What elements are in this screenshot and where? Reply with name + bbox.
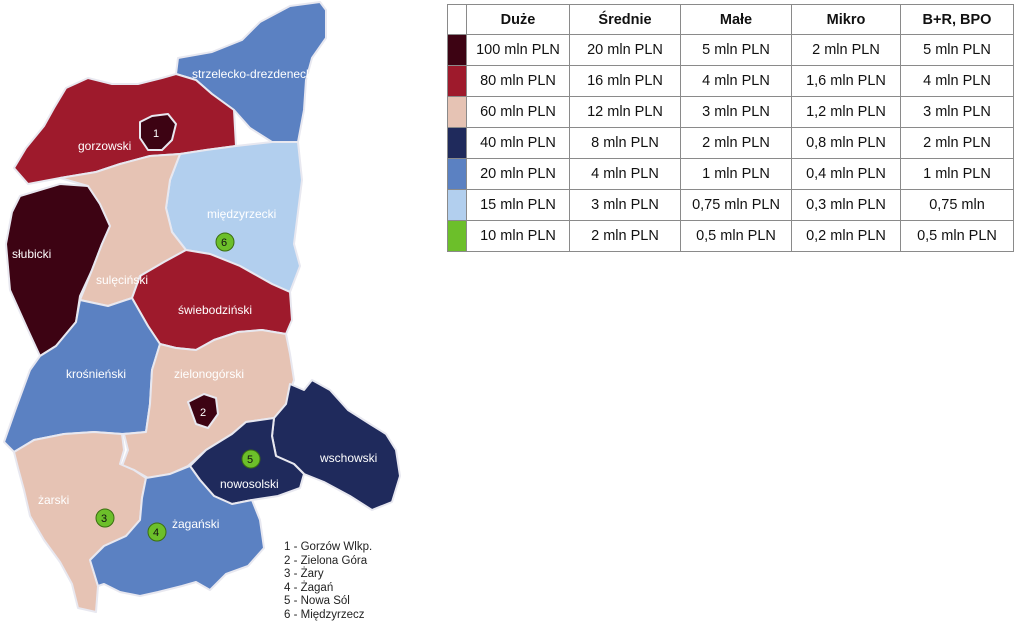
legend-row: 60 mln PLN 12 mln PLN 3 mln PLN 1,2 mln … (447, 96, 1014, 128)
legend-row: 100 mln PLN 20 mln PLN 5 mln PLN 2 mln P… (447, 34, 1014, 66)
legend-swatch (447, 127, 467, 159)
county-label: sulęciński (96, 273, 148, 287)
voivodeship-map: strzelecko-drezdenecki gorzowski międzyr… (3, 1, 401, 613)
legend-cell: 0,4 mln PLN (791, 158, 901, 190)
legend-cell: 0,5 mln PLN (900, 220, 1014, 252)
city-marker-zielona-gora: 2 (200, 407, 206, 419)
legend-cell: 60 mln PLN (466, 96, 570, 128)
legend-cell: 3 mln PLN (569, 189, 681, 221)
legend-cell: 80 mln PLN (466, 65, 570, 97)
legend-cell: 0,75 mln PLN (680, 189, 792, 221)
county-label: krośnieński (66, 367, 126, 381)
city-key-item: 2 - Zielona Góra (284, 554, 368, 567)
legend-row: 15 mln PLN 3 mln PLN 0,75 mln PLN 0,3 ml… (447, 189, 1014, 221)
legend-cell: 1,6 mln PLN (791, 65, 901, 97)
county-label: zielonogórski (174, 367, 244, 381)
county-label: gorzowski (78, 139, 131, 153)
city-key-item: 3 - Żary (284, 568, 324, 581)
county-regions (3, 1, 401, 613)
city-marker-nowa-sol (241, 449, 261, 469)
city-marker-gorzow: 1 (153, 128, 159, 140)
legend-cell: 3 mln PLN (680, 96, 792, 128)
city-marker-zary (95, 508, 115, 528)
county-label: żagański (172, 517, 219, 531)
city-regions (139, 113, 219, 429)
city-marker-nowa-sol-number: 5 (247, 454, 253, 466)
legend-swatch (447, 158, 467, 190)
legend-header: Średnie (569, 4, 681, 35)
legend-cell: 0,5 mln PLN (680, 220, 792, 252)
city-key: 1 - Gorzów Wlkp. 2 - Zielona Góra 3 - Ża… (284, 541, 372, 623)
legend-swatch (447, 189, 467, 221)
legend-cell: 20 mln PLN (569, 34, 681, 66)
legend-swatch (447, 220, 467, 252)
legend-header-row: Duże Średnie Małe Mikro B+R, BPO (447, 4, 1014, 35)
legend-cell: 5 mln PLN (900, 34, 1014, 66)
legend-cell: 5 mln PLN (680, 34, 792, 66)
city-marker-zagan (147, 522, 167, 542)
legend-cell: 16 mln PLN (569, 65, 681, 97)
legend-cell: 1 mln PLN (900, 158, 1014, 190)
legend-cell: 1 mln PLN (680, 158, 792, 190)
legend-header: Małe (680, 4, 792, 35)
legend-cell: 0,3 mln PLN (791, 189, 901, 221)
county-label: żarski (38, 493, 69, 507)
county-labels: strzelecko-drezdenecki gorzowski międzyr… (12, 67, 377, 531)
county-label: nowosolski (220, 477, 279, 491)
legend-row: 40 mln PLN 8 mln PLN 2 mln PLN 0,8 mln P… (447, 127, 1014, 159)
legend-cell: 2 mln PLN (569, 220, 681, 252)
legend-header: Mikro (791, 4, 901, 35)
legend-cell: 0,75 mln (900, 189, 1014, 221)
city-key-item: 1 - Gorzów Wlkp. (284, 541, 373, 553)
city-key-item: 6 - Międzyrzecz (284, 608, 365, 621)
legend-swatch (447, 65, 467, 97)
legend-cell: 1,2 mln PLN (791, 96, 901, 128)
legend-row: 20 mln PLN 4 mln PLN 1 mln PLN 0,4 mln P… (447, 158, 1014, 190)
county-label: świebodziński (178, 303, 252, 317)
legend-cell: 100 mln PLN (466, 34, 570, 66)
city-marker-zagan-number: 4 (153, 527, 159, 539)
city-marker-miedzyrzecz-number: 6 (221, 237, 227, 249)
legend-swatch (447, 96, 467, 128)
legend-cell: 20 mln PLN (466, 158, 570, 190)
legend-header-swatch (447, 4, 467, 35)
city-marker-miedzyrzecz (215, 232, 235, 252)
county-zaganski (89, 465, 265, 597)
legend-cell: 2 mln PLN (900, 127, 1014, 159)
legend-cell: 10 mln PLN (466, 220, 570, 252)
county-label: międzyrzecki (207, 207, 276, 221)
legend-cell: 15 mln PLN (466, 189, 570, 221)
county-label: wschowski (319, 451, 377, 465)
county-label: słubicki (12, 247, 51, 261)
legend-cell: 0,8 mln PLN (791, 127, 901, 159)
legend-cell: 0,2 mln PLN (791, 220, 901, 252)
legend-header: Duże (466, 4, 570, 35)
legend-cell: 4 mln PLN (569, 158, 681, 190)
legend-cell: 4 mln PLN (680, 65, 792, 97)
city-key-item: 5 - Nowa Sól (284, 595, 350, 608)
city-region-gorzow (139, 113, 177, 151)
city-key-item: 4 - Żagań (284, 581, 334, 594)
legend-cell: 3 mln PLN (900, 96, 1014, 128)
legend-cell: 12 mln PLN (569, 96, 681, 128)
legend-cell: 4 mln PLN (900, 65, 1014, 97)
legend-swatch (447, 34, 467, 66)
city-markers: 1 2 3 4 5 6 (95, 128, 261, 542)
legend-cell: 2 mln PLN (791, 34, 901, 66)
legend-header: B+R, BPO (900, 4, 1014, 35)
legend-cell: 8 mln PLN (569, 127, 681, 159)
city-region-zielona-gora (187, 393, 219, 429)
legend-cell: 40 mln PLN (466, 127, 570, 159)
county-label: strzelecko-drezdenecki (192, 67, 315, 81)
legend-table: Duże Średnie Małe Mikro B+R, BPO 100 mln… (447, 4, 1014, 252)
legend-cell: 2 mln PLN (680, 127, 792, 159)
legend-row: 80 mln PLN 16 mln PLN 4 mln PLN 1,6 mln … (447, 65, 1014, 97)
legend-row: 10 mln PLN 2 mln PLN 0,5 mln PLN 0,2 mln… (447, 220, 1014, 252)
city-marker-zary-number: 3 (101, 513, 107, 525)
